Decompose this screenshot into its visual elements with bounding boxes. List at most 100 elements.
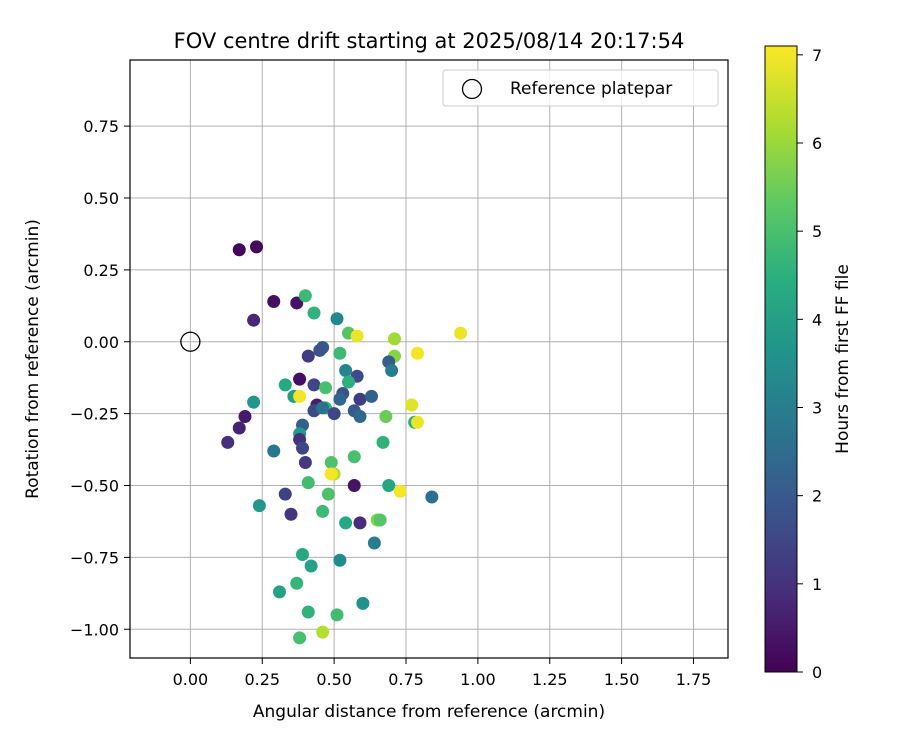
data-point	[454, 326, 468, 340]
colorbar-tick-label: 4	[812, 310, 822, 329]
x-axis-ticks: 0.00 0.25 0.50 0.75 1.00 1.25 1.50 1.75	[173, 658, 712, 689]
data-point	[324, 456, 338, 469]
data-point	[250, 240, 263, 254]
x-tick-label: 1.25	[532, 670, 568, 689]
data-point	[290, 296, 304, 310]
data-point	[304, 559, 318, 573]
data-point	[273, 585, 286, 599]
data-point	[356, 596, 370, 610]
data-point	[333, 392, 347, 406]
data-point	[316, 504, 330, 518]
data-point	[319, 381, 332, 395]
data-point	[221, 435, 235, 449]
data-point	[367, 536, 381, 550]
data-point	[321, 487, 335, 501]
data-point	[339, 364, 353, 377]
data-point	[347, 479, 361, 492]
colorbar-ticks: 0 1 2 3 4 5 6 7	[797, 46, 822, 682]
colorbar-tick-label: 3	[812, 398, 822, 417]
data-point	[313, 343, 327, 357]
y-tick-label: −0.50	[70, 477, 119, 496]
data-point	[333, 346, 347, 360]
legend-box	[442, 69, 719, 107]
x-tick-label: 0.00	[173, 670, 209, 689]
data-point	[252, 499, 266, 513]
data-point	[284, 507, 298, 521]
plot-frame	[129, 59, 729, 659]
data-point	[316, 625, 330, 639]
y-tick-label: −0.25	[70, 405, 119, 424]
data-point	[330, 312, 344, 326]
data-point	[247, 395, 261, 409]
colorbar-tick-label: 6	[812, 134, 822, 153]
data-point	[350, 329, 364, 343]
data-point	[376, 435, 390, 449]
data-point	[393, 484, 407, 498]
data-point	[238, 410, 252, 423]
legend: Reference platepar	[442, 69, 719, 107]
y-tick-label: −0.75	[70, 548, 119, 567]
legend-marker-open-circle	[461, 78, 483, 100]
x-tick-label: 1.00	[460, 670, 496, 689]
data-point	[278, 487, 292, 501]
data-point	[296, 441, 309, 455]
data-point	[411, 415, 424, 429]
chart-title: FOV centre drift starting at 2025/08/14 …	[174, 29, 685, 53]
data-point	[290, 576, 304, 590]
colorbar-tick-label: 7	[812, 46, 822, 65]
data-point	[379, 410, 393, 423]
reference-point	[180, 331, 201, 352]
x-tick-label: 1.75	[676, 670, 712, 689]
data-point	[267, 295, 281, 308]
colorbar: 0 1 2 3 4 5 6 7 Hours from first FF file	[764, 45, 853, 682]
data-point	[353, 516, 367, 530]
y-tick-label: 0.75	[83, 117, 119, 136]
data-point	[316, 401, 330, 415]
colorbar-tick-label: 0	[812, 663, 822, 682]
data-point	[382, 479, 396, 492]
data-point	[278, 378, 292, 392]
colorbar-tick-label: 1	[812, 575, 822, 594]
data-point	[365, 389, 378, 403]
data-point	[301, 349, 315, 363]
data-point	[330, 608, 344, 622]
data-point	[353, 410, 367, 423]
data-point	[353, 392, 367, 406]
x-tick-label: 0.25	[244, 670, 280, 689]
data-point	[347, 450, 361, 464]
data-point	[293, 631, 307, 645]
x-tick-label: 0.50	[316, 670, 352, 689]
data-point	[324, 467, 338, 481]
data-point	[293, 389, 307, 403]
colorbar-gradient	[764, 45, 798, 673]
data-point	[327, 407, 341, 421]
x-tick-label: 0.75	[388, 670, 424, 689]
data-point	[307, 378, 321, 392]
data-point	[307, 306, 321, 320]
data-point	[388, 332, 401, 346]
y-tick-label: 0.25	[83, 261, 119, 280]
data-point	[232, 421, 246, 435]
y-axis-ticks: −1.00 −0.75 −0.50 −0.25 0.00 0.25 0.50 0.75	[70, 117, 130, 639]
y-axis-label: Rotation from reference (arcmin)	[23, 219, 43, 499]
colorbar-label: Hours from first FF file	[833, 264, 853, 454]
data-point	[333, 553, 347, 567]
data-points	[221, 240, 468, 645]
data-point	[405, 398, 419, 412]
data-point	[301, 605, 315, 619]
data-point	[232, 243, 246, 257]
data-point	[385, 364, 399, 377]
data-point	[267, 444, 281, 458]
data-point	[298, 456, 312, 469]
reference-platepar-marker	[180, 331, 201, 352]
grid-lines	[130, 60, 728, 658]
data-point	[342, 375, 355, 389]
colorbar-tick-label: 2	[812, 487, 822, 506]
data-point	[301, 476, 315, 490]
data-point	[247, 313, 261, 327]
data-point	[339, 516, 353, 530]
data-point	[425, 490, 439, 504]
x-tick-label: 1.50	[604, 670, 640, 689]
y-tick-label: 0.50	[83, 189, 119, 208]
